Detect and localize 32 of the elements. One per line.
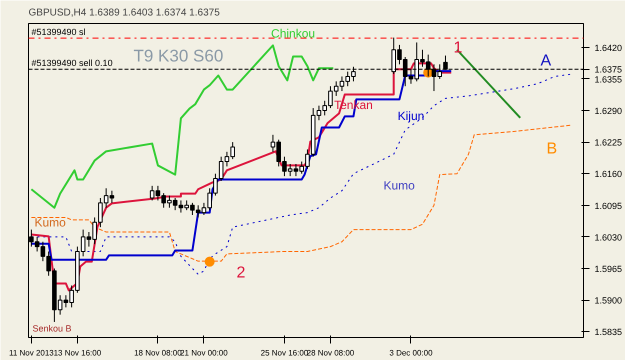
y-tick-label: 1.6160 [594, 169, 622, 180]
annotation: A [540, 52, 552, 70]
y-tick-label: 1.6030 [594, 232, 622, 242]
text: GBPUSD,H4 1.6389 1.6403 1.6374 1.6375 [28, 8, 220, 18]
annotation: Senkou B [32, 324, 72, 334]
x-tick-label: 25 Nov 16:00 [260, 348, 309, 358]
y-tick-label: 1.6095 [594, 200, 622, 211]
annotation: Kumo [34, 216, 66, 230]
x-tick-label: 21 Nov 00:00 [180, 348, 228, 358]
line-series [30, 44, 334, 209]
y-tick-label: 1.5900 [594, 296, 622, 306]
x-tick-label: 11 Nov 2013 [8, 348, 54, 358]
x-tick-label: 13 Nov 16:00 [54, 348, 102, 358]
y-tick-label: 1.6375 [594, 64, 622, 75]
y-tick-label: 1.6290 [594, 106, 622, 116]
x-tick-label: 3 Dec 00:00 [389, 348, 434, 358]
y-tick-label: 1.6225 [594, 138, 622, 148]
x-tick-label: 28 Nov 08:00 [306, 348, 355, 358]
annotation: Kijun [398, 109, 424, 124]
y-tick-label: 1.6420 [594, 42, 622, 53]
line-series [30, 124, 572, 262]
annotation: B [546, 140, 558, 158]
ref-line-label: #51399490 sell 0.10 [32, 58, 113, 68]
annotation: Kumo [384, 178, 416, 192]
y-tick-label: 1.5965 [594, 264, 622, 274]
annotation: T9 K30 S60 [134, 46, 224, 66]
y-tick-label: 1.5835 [594, 327, 622, 338]
annotation: 1 [454, 40, 462, 56]
ref-line-label: #51399490 sl [32, 27, 86, 38]
annotation: 2 [236, 264, 246, 282]
y-tick-label: 1.6355 [594, 74, 622, 84]
annotation: Chinkou [271, 26, 316, 41]
